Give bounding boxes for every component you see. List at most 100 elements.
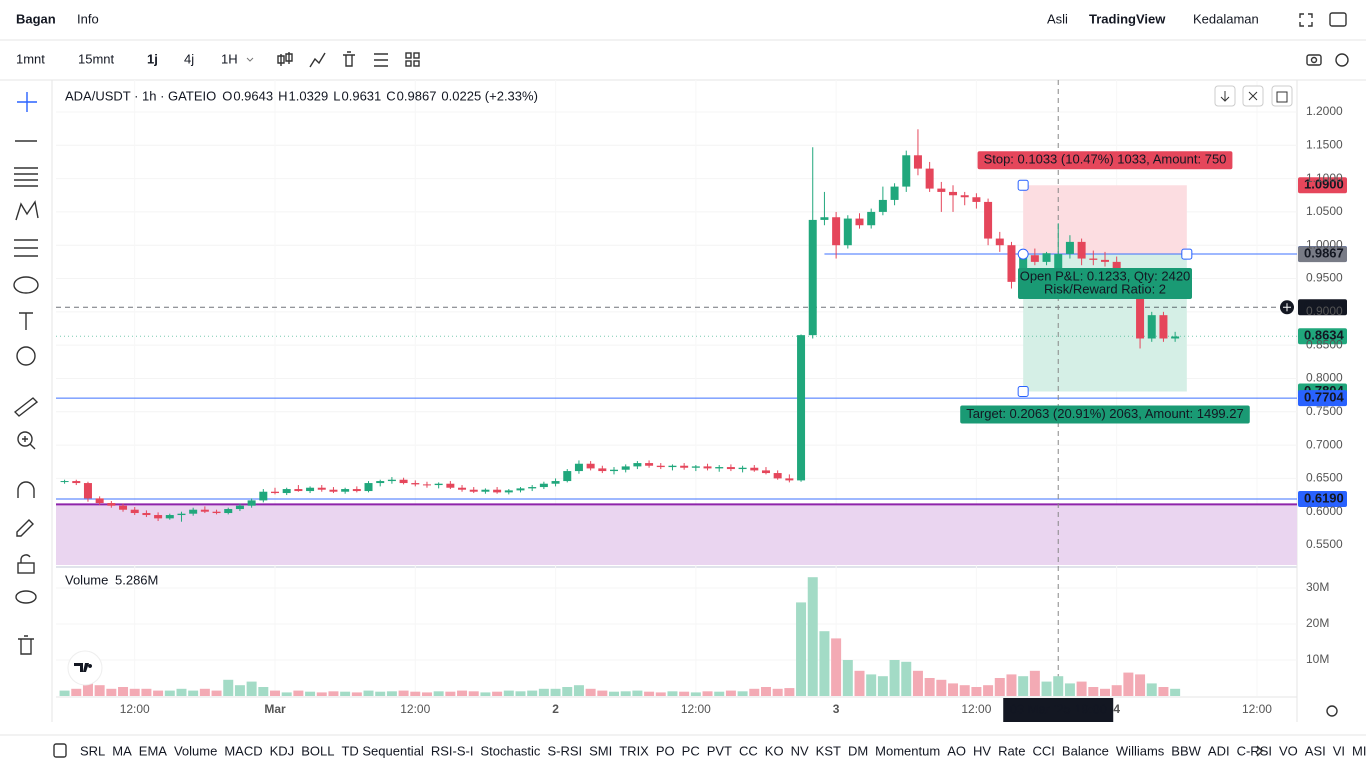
indicator-button[interactable]: DM [848,743,868,758]
indicator-button[interactable]: RSI-S-I [431,743,474,758]
indicator-button[interactable]: MA [112,743,132,758]
lock-tool[interactable] [17,554,35,574]
camera-icon[interactable] [1306,54,1322,66]
indicator-button[interactable]: AO [947,743,966,758]
emoji-tool[interactable] [16,346,36,366]
indicator-button[interactable]: TD Sequential [341,743,423,758]
volume-bar [71,688,82,696]
interval-button[interactable]: 1H [221,51,238,66]
interval-button[interactable]: 4j [184,51,194,66]
indicator-button[interactable]: Williams [1116,743,1165,758]
price-tick-label: 1.0000 [1306,237,1343,251]
indicator-button[interactable]: CCI [1033,743,1055,758]
volume-value: 5.286M [115,572,158,587]
interval-button[interactable]: 1mnt [16,51,45,66]
zoom-tool[interactable] [17,431,36,450]
indicator-button[interactable]: PVT [707,743,732,758]
indicator-button[interactable]: Balance [1062,743,1109,758]
window-icon[interactable] [1329,12,1347,27]
indicator-button[interactable]: Momentum [875,743,940,758]
fullscreen-icon[interactable] [1299,13,1313,27]
indicator-button[interactable]: PC [682,743,700,758]
indicator-button[interactable]: KST [816,743,841,758]
indicator-button[interactable]: Stochastic [480,743,540,758]
text-tool[interactable] [19,312,33,330]
volume-bar [141,688,152,696]
tab[interactable]: Asli [1047,11,1068,26]
time-tick-label: 12:00 [961,702,991,716]
tab[interactable]: Bagan [16,11,56,26]
indicator-button[interactable]: SMI [589,743,612,758]
tab[interactable]: TradingView [1089,11,1166,26]
volume-bar [223,679,234,696]
ohlc-label: L [333,88,340,103]
layout-icon[interactable] [405,52,420,67]
position-end-handle[interactable] [1181,248,1193,260]
tab[interactable]: Info [77,11,99,26]
indicator-button[interactable]: MACD [224,743,262,758]
pattern-tool[interactable] [15,200,39,221]
indicator-button[interactable]: S-RSI [547,743,582,758]
indicator-button[interactable]: KO [765,743,784,758]
candle-type-icon[interactable] [277,52,293,66]
settings-icon[interactable] [1335,53,1349,67]
candle-body [481,489,490,492]
indicator-button[interactable]: ADI [1208,743,1230,758]
pane-button[interactable] [1271,85,1293,107]
indicator-button[interactable]: VO [1279,743,1298,758]
shapes-tool[interactable] [13,276,39,294]
volume-bar [270,690,280,696]
volume-bar [363,690,374,696]
volume-bar [866,674,877,696]
interval-button[interactable]: 1j [147,51,158,66]
delete-icon[interactable] [343,51,355,67]
price-tag [1298,390,1347,407]
indicator-button[interactable]: BOLL [301,743,334,758]
calendar-icon[interactable] [53,743,67,758]
prediction-tool[interactable] [14,239,38,257]
indicator-button[interactable]: VI [1333,743,1345,758]
fib-tool[interactable] [14,167,38,187]
indicator-button[interactable]: TRIX [619,743,649,758]
indicator-button[interactable]: ASI [1305,743,1326,758]
ruler-tool[interactable] [13,397,39,417]
crosshair-tool[interactable] [17,92,37,112]
indicator-button[interactable]: EMA [139,743,168,758]
candle-body [680,465,689,468]
dropdown-arrow[interactable] [246,57,254,62]
indicator-button[interactable]: PO [656,743,675,758]
price-tick-label: 0.8500 [1306,337,1343,351]
position-handle[interactable] [1017,386,1029,398]
indicator-button[interactable]: BBW [1171,743,1201,758]
candle-body [1042,253,1051,262]
candle-body [434,483,443,486]
indicator-button[interactable]: KDJ [270,743,295,758]
position-handle[interactable] [1017,179,1029,191]
indicator-button[interactable]: Volume [174,743,217,758]
axis-settings-icon[interactable] [1326,705,1338,717]
position-entry-handle[interactable] [1017,248,1029,260]
magnet-tool[interactable] [17,481,35,498]
volume-bar [386,691,397,696]
scroll-right-icon[interactable] [1256,745,1263,757]
indicator-button[interactable]: MI [1352,743,1366,758]
tab[interactable]: Kedalaman [1193,11,1259,26]
indicator-button[interactable]: HV [973,743,991,758]
draw-mode-tool[interactable] [16,519,34,537]
indicator-button[interactable]: C-RSI [1237,743,1272,758]
support-zone [56,504,1297,565]
indicator-button[interactable]: CC [739,743,758,758]
volume-bar [118,687,129,696]
remove-tool[interactable] [18,635,34,655]
list-icon[interactable] [374,53,388,67]
interval-button[interactable]: 15mnt [78,51,115,66]
add-alert-plus [1283,303,1291,312]
indicator-button[interactable]: NV [791,743,809,758]
indicator-icon[interactable] [309,52,326,68]
visibility-tool[interactable] [15,590,37,604]
indicator-button[interactable]: SRL [80,743,105,758]
volume-bar [819,631,830,696]
indicator-button[interactable]: Rate [998,743,1025,758]
volume-bar [889,660,900,696]
